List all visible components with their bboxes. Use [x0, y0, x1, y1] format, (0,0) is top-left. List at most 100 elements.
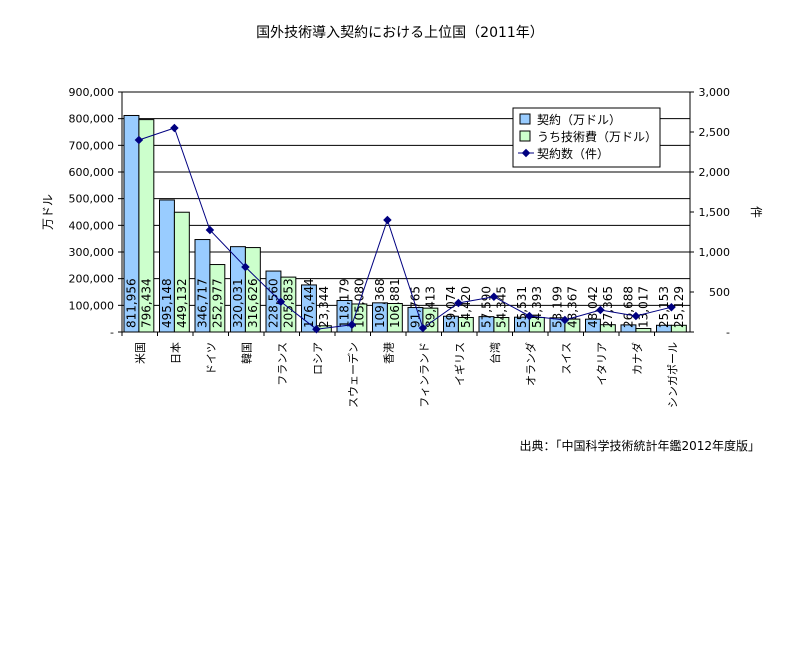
x-tick-label: オランダ: [523, 342, 537, 386]
data-label: 89,413: [423, 286, 437, 328]
bar-tech-fee: [670, 324, 687, 333]
y-tick-label: 300,000: [69, 246, 115, 259]
data-label: 59,074: [444, 286, 458, 328]
line-marker: [418, 323, 428, 333]
line-marker: [134, 135, 144, 145]
bar-tech-fee: [564, 318, 581, 333]
x-tick-label: フランス: [276, 342, 289, 386]
data-label: 25,153: [657, 286, 671, 328]
bar-tech-fee: [244, 247, 261, 333]
data-label: 316,626: [246, 278, 260, 328]
y-tick-label: 100,000: [69, 299, 115, 312]
bar-tech-fee: [528, 316, 545, 333]
legend: [512, 107, 661, 168]
data-label: 176,444: [302, 278, 316, 328]
data-label: 13,017: [636, 286, 650, 328]
y-tick-label: 700,000: [69, 139, 115, 152]
chart-title: 国外技術導入契約における上位国（2011年）: [256, 25, 544, 41]
data-label: 811,956: [124, 278, 138, 328]
y2-axis-label: 件: [749, 206, 763, 218]
bar-tech-fee: [599, 324, 616, 333]
bar-tech-fee: [209, 264, 226, 333]
data-label: 54,345: [494, 286, 508, 328]
data-label: 54,420: [459, 286, 473, 328]
x-tick-label: 香港: [382, 342, 395, 364]
data-label: 48,042: [586, 286, 600, 328]
y2-tick-label: 1,000: [699, 246, 731, 259]
data-label: 495,148: [160, 278, 174, 328]
line-marker: [560, 315, 570, 325]
x-tick-label: シンガポール: [666, 342, 679, 408]
x-tick-label: カナダ: [630, 342, 644, 375]
x-tick-label: ドイツ: [205, 342, 218, 375]
data-label: 796,434: [139, 278, 153, 328]
y-tick-label: 400,000: [69, 219, 115, 232]
data-label: 449,132: [175, 278, 189, 328]
data-label: 27,365: [601, 286, 615, 328]
data-label: 57,590: [479, 286, 493, 328]
legend-label: うち技術費（万ドル）: [537, 129, 657, 144]
line-marker: [489, 292, 499, 302]
legend-swatch: [519, 130, 531, 142]
x-tick-label: フィンランド: [418, 342, 431, 408]
bar-tech-fee: [173, 211, 190, 333]
data-label: 346,717: [195, 278, 209, 328]
data-label: 23,344: [317, 286, 331, 328]
data-label: 320,031: [231, 278, 245, 328]
data-label: 106,881: [388, 278, 402, 328]
x-tick-label: ロシア: [311, 342, 324, 375]
bar-tech-fee: [457, 316, 474, 333]
x-tick-label: イギリス: [453, 342, 466, 386]
line-marker: [454, 298, 463, 308]
y2-tick-label: 2,500: [699, 126, 731, 139]
x-tick-label: イタリア: [595, 342, 608, 386]
data-label: 55,531: [515, 286, 529, 328]
x-tick-label: 日本: [168, 342, 182, 364]
data-label: 54,393: [530, 286, 544, 328]
x-tick-label: 台湾: [488, 342, 502, 364]
y-tick-label: 900,000: [69, 86, 115, 99]
y2-tick-label: 500: [709, 286, 730, 299]
data-label: 109,368: [373, 278, 387, 328]
y-tick-label: -: [110, 326, 114, 339]
line-marker: [241, 262, 250, 272]
line-marker: [667, 302, 676, 312]
line-series-contracts: [138, 127, 672, 330]
line-marker: [170, 123, 179, 133]
line-marker: [525, 311, 534, 321]
data-label: 26,688: [621, 286, 635, 328]
y2-tick-label: 2,000: [699, 166, 731, 179]
line-marker: [347, 320, 357, 330]
legend-label: 契約数（件）: [537, 146, 609, 161]
data-label: 25,129: [672, 286, 686, 328]
y-tick-label: 500,000: [69, 193, 115, 206]
legend-swatch: [519, 113, 531, 125]
legend-label: 契約（万ドル）: [537, 112, 621, 127]
data-label: 48,367: [565, 286, 579, 328]
bar-tech-fee: [422, 307, 439, 333]
data-label: 252,977: [210, 278, 224, 328]
line-marker: [205, 225, 215, 235]
y-tick-label: 600,000: [69, 166, 115, 179]
line-marker: [596, 305, 605, 315]
line-marker: [312, 324, 321, 334]
bar-tech-fee: [493, 317, 510, 333]
x-tick-label: 米国: [134, 342, 147, 364]
data-label: 53,199: [550, 286, 564, 328]
chart-source: 出典：「中国科学技術統計年鑑2012年度版」: [519, 439, 760, 453]
y2-tick-label: 1,500: [699, 206, 731, 219]
line-marker: [631, 311, 641, 321]
line-marker: [383, 215, 392, 225]
y-tick-label: 200,000: [69, 273, 115, 286]
bar-tech-fee: [138, 119, 155, 333]
y-tick-label: 800,000: [69, 113, 115, 126]
y2-tick-label: 3,000: [699, 86, 731, 99]
x-tick-label: スイス: [560, 342, 573, 375]
line-marker: [276, 297, 286, 307]
data-label: 118,179: [337, 278, 351, 328]
bar-tech-fee: [386, 302, 403, 333]
y-axis-label: 万ドル: [41, 194, 55, 230]
x-tick-label: スウェーデン: [346, 342, 360, 408]
